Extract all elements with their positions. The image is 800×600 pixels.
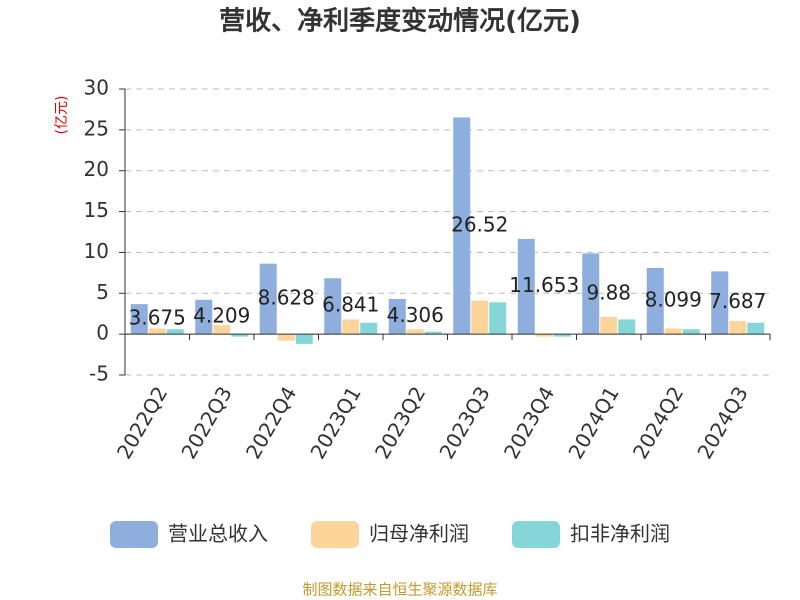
y-tick-label: 0 [96, 321, 109, 345]
value-label: 9.88 [586, 280, 631, 304]
value-label: 7.687 [709, 289, 766, 313]
y-tick-label: 20 [84, 157, 109, 181]
source-note: 制图数据来自恒生聚源数据库 [302, 581, 497, 599]
x-tick-label: 2023Q4 [499, 382, 559, 463]
x-tick-label: 2024Q1 [563, 382, 623, 463]
bar [388, 298, 406, 335]
y-tick-label: 15 [84, 198, 109, 222]
legend-swatch [512, 521, 560, 548]
bar [259, 263, 277, 335]
bar [600, 316, 618, 335]
bar [295, 334, 313, 344]
bar [646, 267, 664, 335]
bar [195, 299, 213, 335]
x-tick-label: 2023Q3 [434, 382, 494, 463]
value-label: 11.653 [509, 273, 579, 297]
bar [277, 334, 295, 341]
bar [148, 328, 166, 335]
bar [729, 321, 747, 335]
x-tick-label: 2023Q1 [305, 382, 365, 463]
bar [553, 334, 571, 337]
bar [166, 329, 184, 335]
bar [747, 322, 765, 335]
value-label: 4.209 [193, 303, 250, 327]
bar [130, 304, 148, 335]
legend-label: 营业总收入 [168, 522, 268, 546]
bar [453, 117, 471, 335]
y-tick-label: 5 [96, 280, 109, 304]
legend-label: 扣非净利润 [570, 522, 670, 546]
legend-swatch [110, 521, 158, 548]
y-tick-label: 30 [84, 76, 109, 100]
bar [582, 253, 600, 335]
bar [618, 319, 636, 335]
legend-swatch [311, 521, 359, 548]
value-label: 8.099 [645, 288, 702, 312]
x-tick-label: 2024Q2 [628, 382, 688, 463]
bar [535, 334, 553, 337]
y-tick-label: 25 [84, 116, 109, 140]
bar [424, 331, 442, 335]
y-tick-label: -5 [89, 362, 109, 386]
value-label: 8.628 [258, 285, 315, 309]
bar [517, 238, 535, 335]
bar [711, 271, 729, 335]
bar [213, 325, 231, 335]
legend-label: 归母净利润 [369, 522, 469, 546]
bar [231, 334, 249, 337]
bar [406, 329, 424, 335]
bar [324, 278, 342, 335]
value-label: 3.675 [129, 306, 186, 330]
bar [342, 319, 360, 335]
x-tick-label: 2022Q2 [112, 382, 172, 463]
bar [664, 328, 682, 335]
value-label: 4.306 [387, 303, 444, 327]
chart-title: 营收、净利季度变动情况(亿元) [219, 6, 581, 37]
x-tick-label: 2023Q2 [370, 382, 430, 463]
y-tick-label: 10 [84, 239, 109, 263]
bar [471, 300, 489, 335]
x-tick-label: 2022Q3 [176, 382, 236, 463]
x-tick-label: 2024Q3 [692, 382, 752, 463]
bar [682, 329, 700, 335]
value-label: 6.841 [322, 293, 379, 317]
x-tick-label: 2022Q4 [241, 382, 301, 463]
value-label: 26.52 [451, 212, 508, 236]
bar [489, 302, 507, 335]
y-axis-label: (亿元) [54, 96, 70, 135]
bar [360, 322, 378, 335]
